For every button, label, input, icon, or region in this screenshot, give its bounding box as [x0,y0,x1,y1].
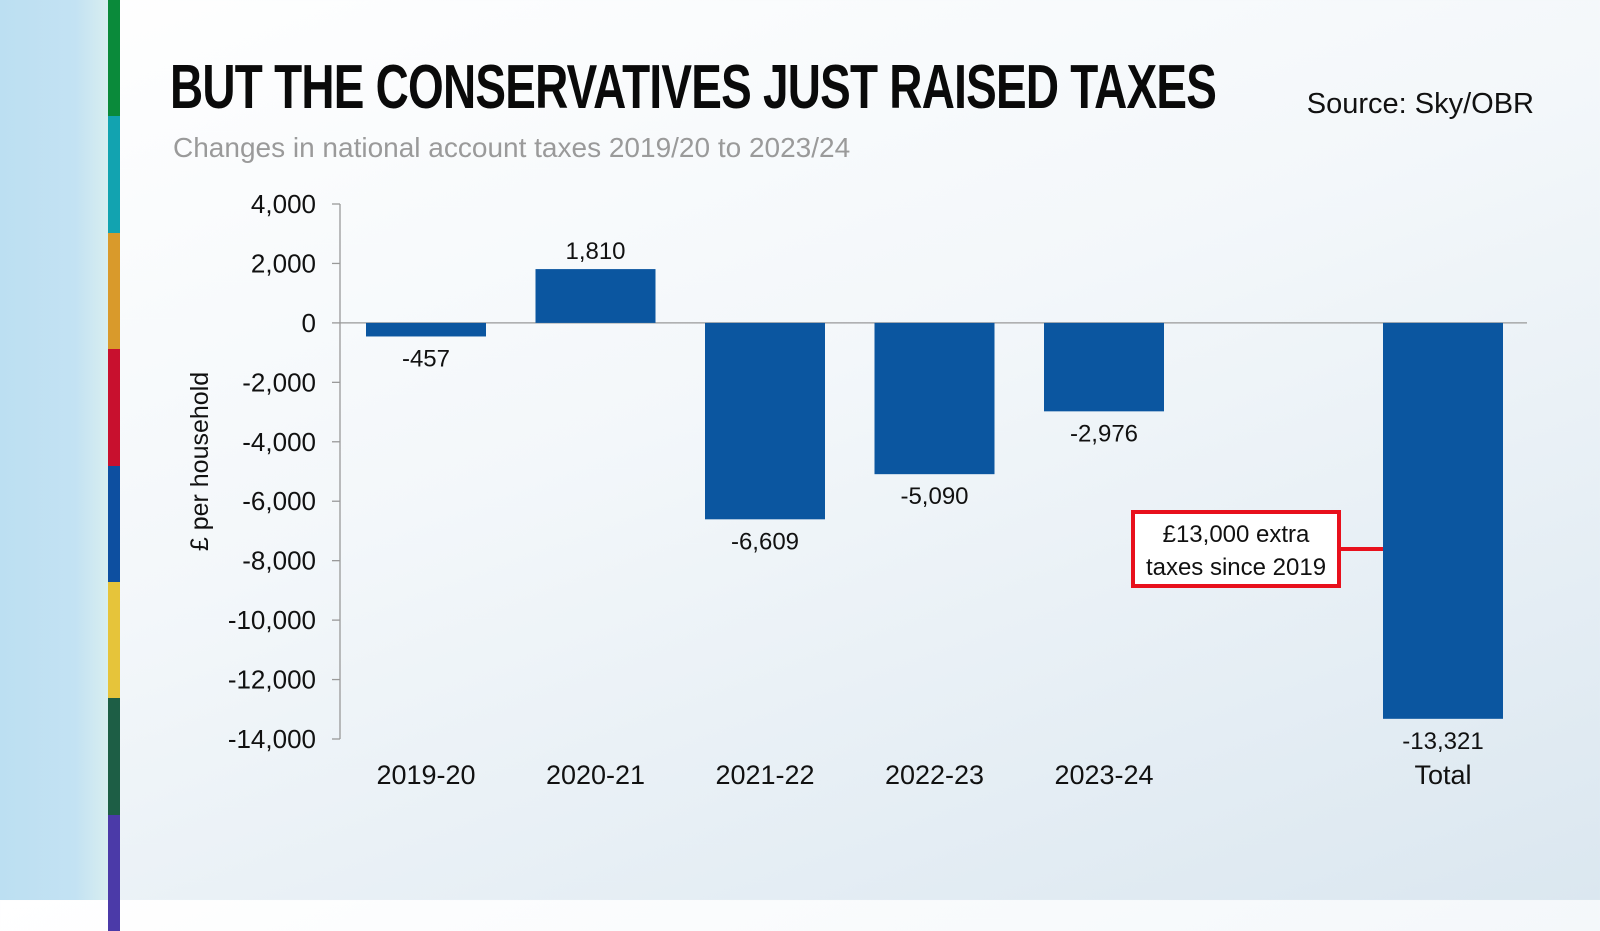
x-tick-label: 2020-21 [546,760,645,790]
y-tick-label: -2,000 [242,367,316,397]
stripe-segment [108,116,120,233]
x-tick-label: 2019-20 [376,760,475,790]
stripe-segment [108,349,120,466]
data-label: -13,321 [1402,728,1483,755]
chart-title: BUT THE CONSERVATIVES JUST RAISED TAXES [170,53,1217,122]
bar-2021-22 [705,322,825,520]
x-tick-label: Total [1414,760,1471,790]
stripe-segment [108,465,120,582]
source-label: Source: Sky/OBR [1306,88,1534,120]
bar-Total [1383,322,1503,719]
data-label: 1,810 [565,238,625,265]
stripe-segment [108,232,120,350]
stripe-segment [108,581,120,699]
bar-2019-20 [366,322,486,337]
annotation-box [1131,510,1341,588]
stripe-segment [108,698,120,815]
data-label: -2,976 [1070,420,1138,447]
x-tick-label: 2023-24 [1054,760,1153,790]
annotation-text: £13,000 extra [1163,521,1310,548]
y-tick-label: 0 [302,308,316,338]
y-tick-label: -8,000 [242,546,316,576]
left-decorative-panel [0,0,108,900]
y-tick-label: -4,000 [242,427,316,457]
y-tick-label: 2,000 [251,248,316,278]
data-label: -457 [402,345,450,372]
x-tick-label: 2022-23 [885,760,984,790]
y-tick-label: -6,000 [242,486,316,516]
stripe-segment [108,0,120,117]
y-tick-label: -12,000 [228,665,316,695]
y-tick-label: -10,000 [228,605,316,635]
bar-2023-24 [1044,322,1164,412]
x-tick-label: 2021-22 [715,760,814,790]
y-tick-label: 4,000 [251,189,316,219]
y-axis-label: £ per household [186,372,214,551]
color-stripe [108,0,120,931]
y-tick-label: -14,000 [228,724,316,754]
chart-subtitle: Changes in national account taxes 2019/2… [173,132,851,163]
bar-2020-21 [535,269,656,323]
bar-chart: 4,000 2,000 0 -2,000 -4,000 -6,000 -8,000 -10,0… [186,189,1527,790]
data-label: -5,090 [900,483,968,510]
data-label: -6,609 [731,528,799,555]
bar-2022-23 [874,322,995,475]
annotation-text: taxes since 2019 [1146,554,1326,581]
